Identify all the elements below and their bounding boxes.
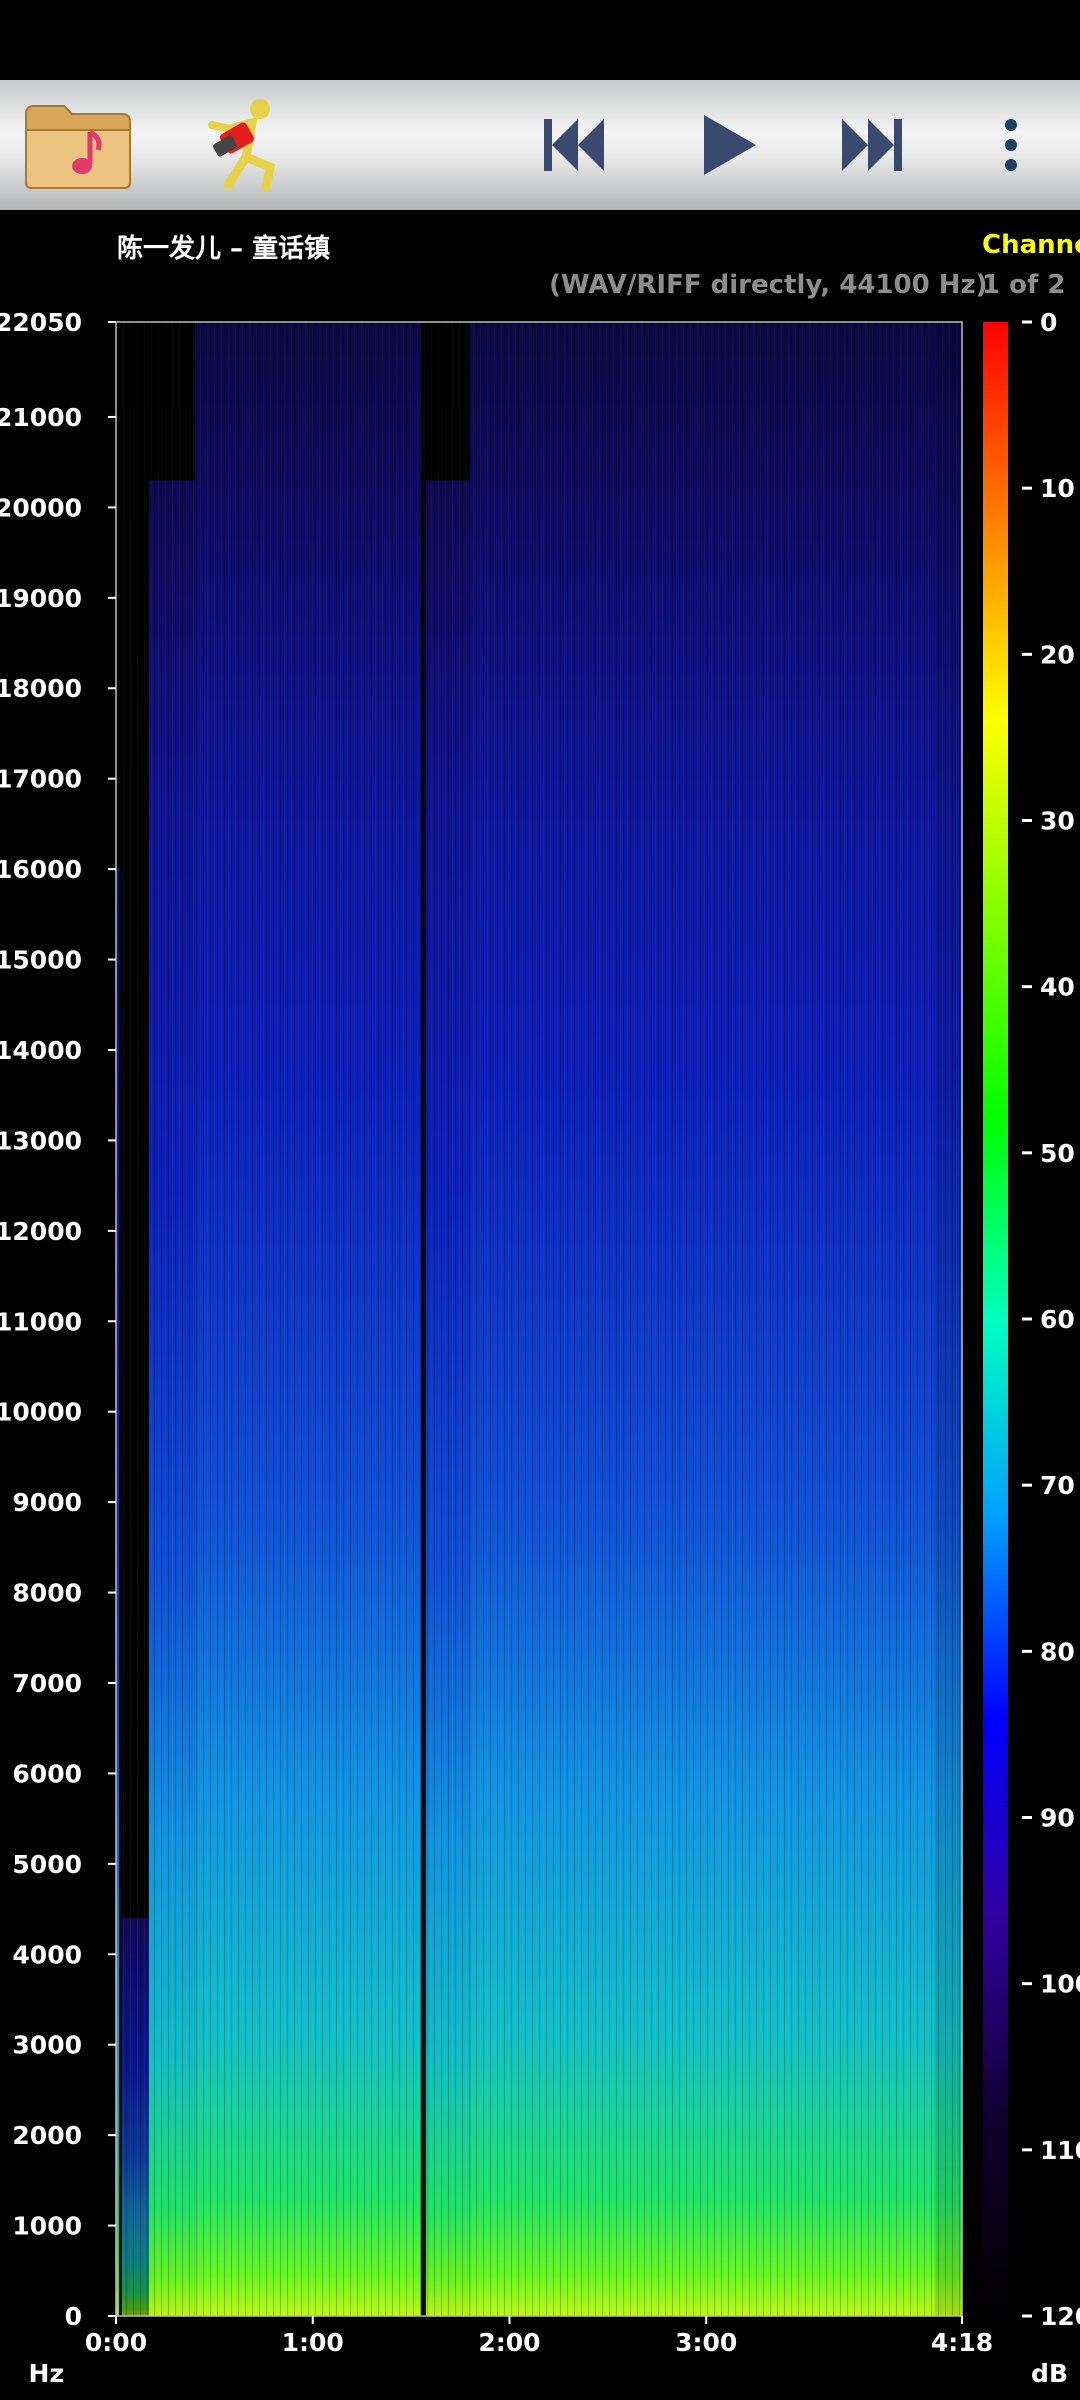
x-tick-label: 0:00: [85, 2328, 147, 2357]
plot-frame: [115, 321, 963, 2317]
y-tick-label: 8000: [12, 1579, 82, 1608]
colorbar-tick-label: 10: [1040, 474, 1075, 503]
y-tick-label: 20000: [0, 493, 82, 522]
y-tick-label: 9000: [12, 1488, 82, 1517]
y-tick-label: 7000: [12, 1669, 82, 1698]
play-icon[interactable]: [700, 113, 760, 177]
y-tick-label: 18000: [0, 674, 82, 703]
runner-icon-graphic: [208, 99, 276, 192]
toolbar: [0, 80, 1080, 210]
y-tick-label: 11000: [0, 1307, 82, 1336]
colorbar-tick-label: 90: [1040, 1804, 1075, 1833]
colorbar-tick-label: 0: [1040, 308, 1057, 337]
colorbar-unit: dB: [1031, 2359, 1068, 2388]
y-tick-label: 16000: [0, 855, 82, 884]
y-tick-label: 15000: [0, 946, 82, 975]
skip-previous-icon[interactable]: [542, 117, 606, 173]
spectrogram-panel[interactable]: 0 1000 2000 3000 4000 5000 6000 7000 8000 9000 100…: [0, 300, 1080, 2400]
folder-music-icon-graphic: [25, 105, 131, 189]
y-tick-label: 21000: [0, 403, 82, 432]
colorbar-tick-label: 40: [1040, 973, 1075, 1002]
y-tick-label: 3000: [12, 2031, 82, 2060]
channel-count: 1 of 2: [982, 270, 1066, 300]
y-tick-label: 17000: [0, 765, 82, 794]
status-bar: [0, 0, 1080, 80]
song-title: 陈一发儿 – 童话镇: [117, 234, 331, 264]
y-tick-label: 1000: [12, 2212, 82, 2241]
colorbar-tick-label: 120: [1040, 2302, 1080, 2331]
colorbar-tick-label: 20: [1040, 640, 1075, 669]
folder-music-icon[interactable]: [22, 100, 134, 192]
skip-next-icon-graphic: [842, 119, 902, 171]
format-label: (WAV/RIFF directly, 44100 Hz): [549, 270, 988, 300]
channel-label[interactable]: Channe: [982, 230, 1080, 260]
x-tick-label: 3:00: [675, 2328, 737, 2357]
colorbar-tick-label: 110: [1040, 2136, 1080, 2165]
y-tick-label: 12000: [0, 1217, 82, 1246]
y-tick-label: 14000: [0, 1036, 82, 1065]
runner-icon[interactable]: [200, 95, 286, 195]
spectrogram-axes: 0 1000 2000 3000 4000 5000 6000 7000 8000 9000 100…: [0, 308, 993, 2357]
more-vert-icon-graphic: [1005, 119, 1017, 171]
colorbar-tick-label: 80: [1040, 1637, 1075, 1666]
skip-previous-icon-graphic: [544, 119, 604, 171]
colorbar-tick-label: 60: [1040, 1305, 1075, 1334]
y-tick-label: 5000: [12, 1850, 82, 1879]
play-icon-graphic: [704, 115, 756, 175]
y-tick-label: 19000: [0, 584, 82, 613]
colorbar-tick-label: 70: [1040, 1471, 1075, 1500]
y-tick-label: 4000: [12, 1940, 82, 1969]
colorbar-tick-label: 30: [1040, 807, 1075, 836]
colorbar-tick-label: 50: [1040, 1139, 1075, 1168]
colorbar-ramp: [983, 322, 1008, 2316]
y-tick-label: 6000: [12, 1759, 82, 1788]
y-tick-label: 2000: [12, 2121, 82, 2150]
colorbar-tick-label: 100: [1040, 1970, 1080, 1999]
spectrogram-chart[interactable]: 0100020003000400050006000700080009000100…: [0, 300, 1080, 2400]
more-vert-icon[interactable]: [990, 116, 1032, 174]
y-tick-label: 22050: [0, 308, 82, 337]
y-tick-label: 13000: [0, 1126, 82, 1155]
x-tick-label: 2:00: [478, 2328, 540, 2357]
spectrogram-image: [115, 321, 963, 2317]
colorbar: 0 10 20 30 40 50 60 70 80 90 100 110 120: [983, 308, 1080, 2331]
skip-next-icon[interactable]: [840, 117, 904, 173]
spectrogram-fade: [116, 322, 962, 2316]
x-tick-label: 4:18: [931, 2328, 993, 2357]
y-axis-unit: Hz: [29, 2359, 64, 2388]
y-tick-label: 10000: [0, 1398, 82, 1427]
y-tick-label: 0: [65, 2302, 82, 2331]
x-tick-label: 1:00: [282, 2328, 344, 2357]
